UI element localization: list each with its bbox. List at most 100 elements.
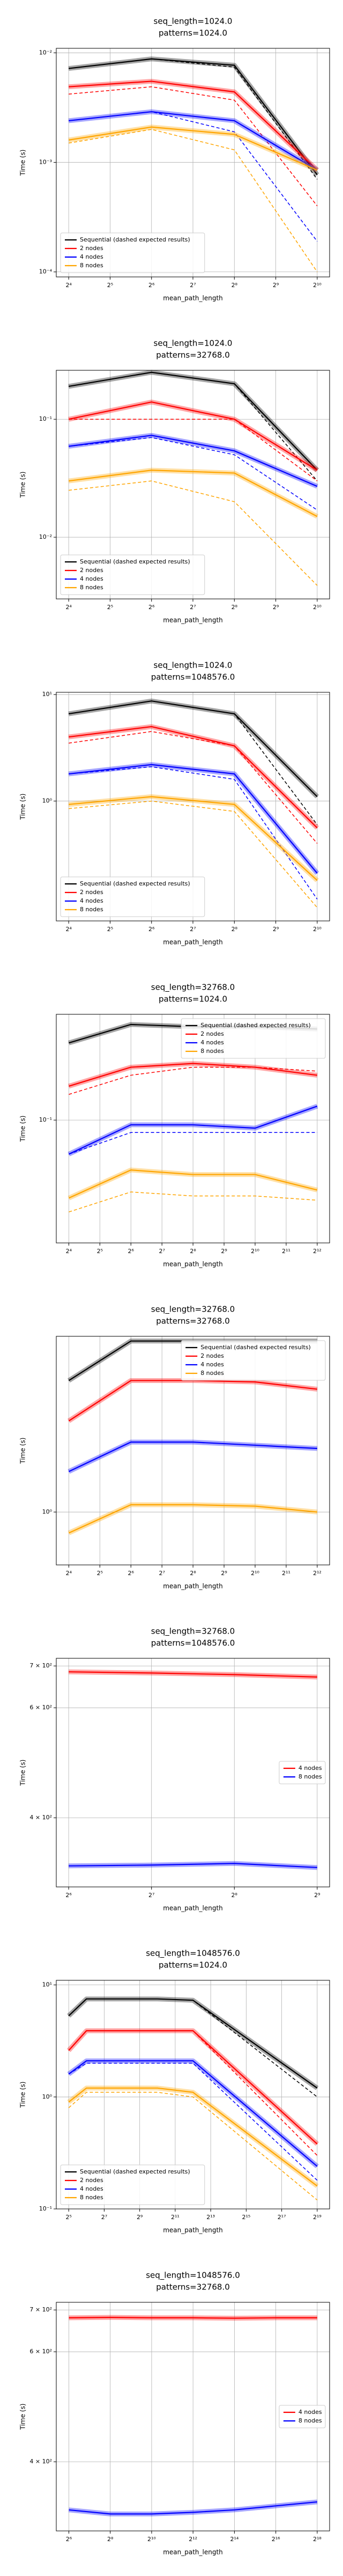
expected-line — [68, 2091, 318, 2201]
legend-label: Sequential (dashed expected results) — [80, 2168, 190, 2175]
y-tick-label: 10⁻² — [39, 49, 52, 56]
y-axis-label: Time (s) — [19, 794, 27, 821]
legend-box — [279, 1761, 326, 1784]
x-tick-label: 2⁸ — [232, 604, 238, 611]
series-line — [69, 435, 318, 487]
chart-title: seq_length=32768.0 — [151, 1627, 235, 1637]
x-tick-label: 2⁶ — [66, 2536, 72, 2543]
legend-label: 8 nodes — [299, 2417, 322, 2424]
x-tick-label: 2⁶ — [128, 1570, 135, 1577]
expected-line — [69, 111, 318, 242]
series-line — [69, 2317, 317, 2319]
x-tick-label: 2⁸ — [232, 1892, 238, 1899]
chart-title: seq_length=1024.0 — [154, 17, 233, 27]
x-tick-label: 2⁷ — [190, 282, 196, 289]
series-line — [68, 126, 318, 171]
x-tick-label: 2⁶ — [128, 1248, 135, 1255]
x-tick-label: 2⁸ — [232, 282, 238, 289]
legend-label: 4 nodes — [80, 2185, 103, 2192]
plot-frame — [56, 1336, 330, 1565]
series-line — [69, 796, 318, 881]
x-axis-label: mean_path_length — [163, 2549, 223, 2556]
chart-subtitle: patterns=1024.0 — [159, 994, 227, 1004]
expected-line — [69, 766, 318, 899]
chart-title: seq_length=32768.0 — [151, 1305, 235, 1315]
chart-subtitle: patterns=32768.0 — [156, 1316, 230, 1326]
chart-subtitle: patterns=1024.0 — [159, 1960, 227, 1970]
series-line — [69, 2501, 317, 2515]
series-line — [68, 1106, 318, 1155]
x-tick-label: 2¹⁴ — [230, 2536, 238, 2543]
legend-label: 4 nodes — [80, 253, 103, 260]
x-tick-label: 2⁷ — [190, 926, 196, 933]
x-tick-label: 2⁵ — [97, 1248, 103, 1255]
x-tick-label: 2⁵ — [107, 926, 113, 933]
expected-line — [69, 1066, 317, 1095]
x-tick-label: 2⁴ — [66, 1570, 72, 1577]
x-tick-label: 2⁵ — [97, 1570, 103, 1577]
y-tick-label: 10⁰ — [42, 1508, 53, 1515]
expected-line — [69, 800, 318, 908]
expected-line — [69, 129, 318, 273]
x-tick-label: 2¹³ — [206, 2214, 215, 2221]
plot-frame — [56, 48, 330, 277]
plot-frame — [56, 1658, 330, 1887]
x-axis-label: mean_path_length — [163, 939, 223, 946]
y-tick-label: 10⁻¹ — [39, 415, 52, 422]
band — [67, 1996, 319, 2090]
x-tick-label: 2¹¹ — [282, 1570, 290, 1577]
chart-title: seq_length=1024.0 — [154, 339, 233, 349]
x-tick-label: 2⁷ — [159, 1248, 165, 1255]
x-tick-label: 2¹⁰ — [251, 1570, 259, 1577]
legend-label: 8 nodes — [80, 584, 103, 591]
legend-label: 4 nodes — [200, 1361, 224, 1368]
series-line — [69, 470, 318, 517]
chart-subtitle: patterns=1048576.0 — [151, 1638, 235, 1648]
y-tick-label: 10¹ — [42, 1981, 52, 1988]
y-tick-label: 7 × 10² — [29, 2306, 52, 2313]
legend-label: Sequential (dashed expected results) — [200, 1022, 311, 1029]
legend-label: 8 nodes — [200, 1370, 224, 1377]
expected-line — [69, 419, 318, 481]
legend-label: 2 nodes — [80, 889, 103, 896]
legend-label: 4 nodes — [299, 1765, 322, 1772]
x-tick-label: 2⁴ — [65, 926, 72, 933]
x-tick-label: 2¹⁶ — [272, 2536, 280, 2543]
band — [67, 2058, 319, 2169]
legend-label: 4 nodes — [200, 1039, 224, 1046]
series-line — [69, 1671, 317, 1678]
series-line — [68, 371, 318, 471]
legend-label: 2 nodes — [80, 2177, 103, 2184]
legend-box — [60, 876, 205, 917]
y-axis-label: Time (s) — [19, 150, 27, 177]
series-line — [68, 1441, 317, 1472]
x-tick-label: 2⁶ — [148, 926, 155, 933]
x-tick-label: 2¹⁹ — [313, 2214, 322, 2221]
legend-box — [60, 232, 205, 273]
x-tick-label: 2⁷ — [148, 1892, 154, 1899]
legend-label: 4 nodes — [80, 575, 103, 582]
series-line — [68, 1998, 318, 2089]
y-tick-label: 6 × 10² — [29, 2348, 52, 2355]
series-line — [69, 1063, 318, 1087]
series-line — [68, 401, 318, 471]
chart-subtitle: patterns=32768.0 — [156, 350, 230, 360]
x-tick-label: 2⁵ — [107, 282, 113, 289]
y-axis-label: Time (s) — [19, 1760, 27, 1787]
y-tick-label: 6 × 10² — [29, 1704, 52, 1711]
x-tick-label: 2⁹ — [137, 2214, 143, 2221]
x-tick-label: 2¹⁰ — [313, 282, 322, 289]
series-line — [69, 726, 318, 829]
expected-line — [68, 2062, 318, 2181]
plot-frame — [56, 2302, 330, 2531]
x-axis-label: mean_path_length — [163, 295, 223, 302]
plot-frame — [56, 692, 330, 921]
expected-line — [68, 1998, 318, 2097]
y-tick-label: 7 × 10² — [29, 1662, 52, 1669]
legend-box — [60, 554, 205, 595]
